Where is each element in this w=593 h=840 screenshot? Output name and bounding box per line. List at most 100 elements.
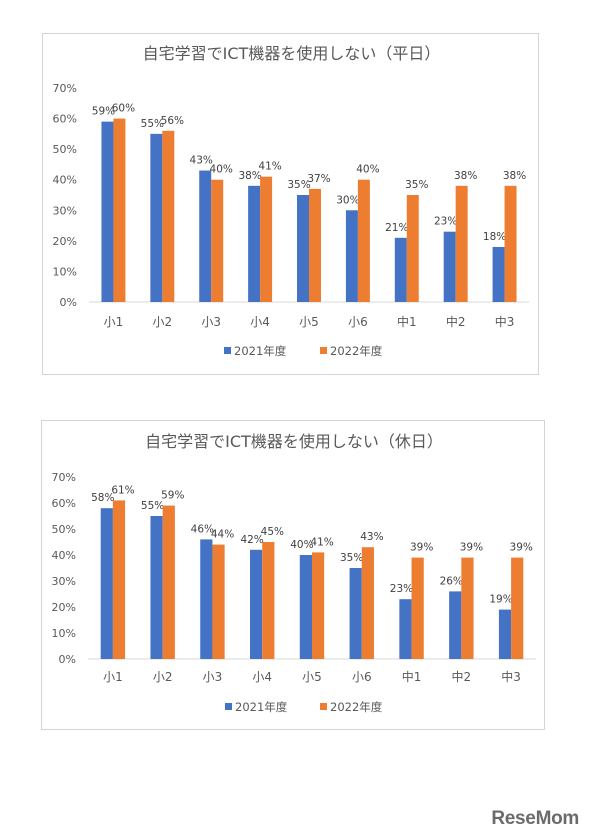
data-label: 44% <box>211 529 234 541</box>
data-label: 46% <box>191 523 214 535</box>
bar-2021 <box>150 516 163 659</box>
bar-2022 <box>504 185 517 302</box>
data-label: 30% <box>336 194 359 206</box>
y-tick-label: 0% <box>60 296 77 309</box>
data-label: 40% <box>356 164 379 176</box>
bar-2022 <box>361 547 374 659</box>
y-tick-label: 40% <box>52 549 76 562</box>
legend-label: 2021年度 <box>235 700 288 714</box>
y-tick-label: 60% <box>53 113 77 126</box>
chart-title: 自宅学習でICT機器を使用しない（平日） <box>143 44 441 63</box>
legend-label: 2022年度 <box>330 344 383 358</box>
data-label: 45% <box>261 526 284 538</box>
data-label: 55% <box>141 118 164 130</box>
bar-2022 <box>212 544 225 659</box>
y-tick-label: 70% <box>53 82 77 95</box>
y-tick-label: 0% <box>59 653 76 666</box>
bar-2022 <box>262 542 275 659</box>
chart-title: 自宅学習でICT機器を使用しない（休日） <box>145 432 443 451</box>
chart-holiday: 自宅学習でICT機器を使用しない（休日） 0% 10% 20% 30% 40% 50% 60%… <box>41 420 545 730</box>
bar-2021 <box>394 237 407 302</box>
data-label: 26% <box>440 575 463 587</box>
chart-holiday-svg: 自宅学習でICT機器を使用しない（休日） 0% 10% 20% 30% 40% 50% 60%… <box>52 432 536 714</box>
legend-swatch <box>320 347 327 354</box>
data-label: 40% <box>210 164 233 176</box>
data-label: 38% <box>503 170 526 182</box>
y-tick-label: 10% <box>52 627 76 640</box>
x-category-label: 中2 <box>446 314 466 329</box>
chart-weekday: 自宅学習でICT機器を使用しない（平日） 0% 10% 20% 30% 40% 50% 60%… <box>42 33 539 375</box>
data-label: 41% <box>258 161 281 173</box>
data-label: 37% <box>307 173 330 185</box>
data-label: 60% <box>112 103 135 115</box>
resemom-logo: ReseMom <box>491 808 579 829</box>
x-category-label: 小3 <box>203 670 223 684</box>
x-category-label: 小2 <box>153 315 173 329</box>
data-label: 43% <box>190 155 213 167</box>
x-category-label: 小6 <box>348 315 368 329</box>
y-tick-label: 40% <box>53 174 77 187</box>
bar-2022 <box>309 188 321 302</box>
data-label: 21% <box>385 222 408 234</box>
data-label: 18% <box>483 231 506 243</box>
bar-2021 <box>443 231 456 302</box>
bar-2022 <box>357 179 370 302</box>
y-tick-label: 50% <box>53 143 77 156</box>
bar-2022 <box>162 130 175 302</box>
data-label: 42% <box>240 534 263 546</box>
bar-2022 <box>312 552 325 659</box>
bar-2022 <box>260 176 273 302</box>
bar-2021 <box>449 591 462 659</box>
y-tick-label: 60% <box>52 497 76 510</box>
data-label: 19% <box>489 594 512 606</box>
data-label: 43% <box>360 531 383 543</box>
data-label: 38% <box>454 170 477 182</box>
bar-2021 <box>248 185 261 302</box>
data-label: 59% <box>92 106 115 118</box>
legend-swatch <box>224 347 231 354</box>
x-category-label: 小4 <box>252 670 272 684</box>
legend-swatch <box>225 703 232 710</box>
data-label: 39% <box>410 542 433 554</box>
bar-2021 <box>492 246 505 302</box>
legend-label: 2021年度 <box>234 344 287 358</box>
bar-2022 <box>455 185 468 302</box>
y-tick-label: 70% <box>52 471 76 484</box>
legend-swatch <box>320 703 327 710</box>
bar-2021 <box>498 609 512 659</box>
bar-2021 <box>250 549 263 659</box>
y-tick-label: 30% <box>53 204 77 217</box>
y-tick-label: 20% <box>52 601 76 614</box>
x-category-label: 中1 <box>402 669 422 684</box>
x-category-label: 小5 <box>299 315 319 329</box>
data-label: 35% <box>287 179 310 191</box>
x-category-label: 小1 <box>104 315 124 329</box>
data-label: 35% <box>405 179 428 191</box>
x-category-label: 中3 <box>495 314 515 329</box>
bar-2021 <box>297 195 309 302</box>
data-label: 35% <box>340 552 363 564</box>
data-label: 39% <box>460 542 483 554</box>
bar-2021 <box>200 539 213 659</box>
bar-2022 <box>511 557 524 659</box>
y-tick-label: 30% <box>52 575 76 588</box>
y-tick-label: 20% <box>53 235 77 248</box>
data-label: 23% <box>390 583 413 595</box>
x-category-label: 小1 <box>103 670 123 684</box>
bar-2021 <box>349 568 362 659</box>
bar-2021 <box>101 121 114 302</box>
x-category-label: 小5 <box>302 670 322 684</box>
bar-2022 <box>162 505 175 659</box>
bar-2021 <box>199 170 212 302</box>
bar-2021 <box>399 599 412 659</box>
y-tick-label: 10% <box>53 265 77 278</box>
data-label: 41% <box>310 536 333 548</box>
bar-2022 <box>112 500 126 659</box>
data-label: 40% <box>290 539 313 551</box>
data-label: 38% <box>238 170 261 182</box>
bar-2022 <box>211 179 224 302</box>
x-category-label: 中1 <box>397 314 417 329</box>
data-label: 55% <box>141 500 164 512</box>
x-category-label: 小4 <box>250 315 270 329</box>
bar-2021 <box>345 210 358 302</box>
